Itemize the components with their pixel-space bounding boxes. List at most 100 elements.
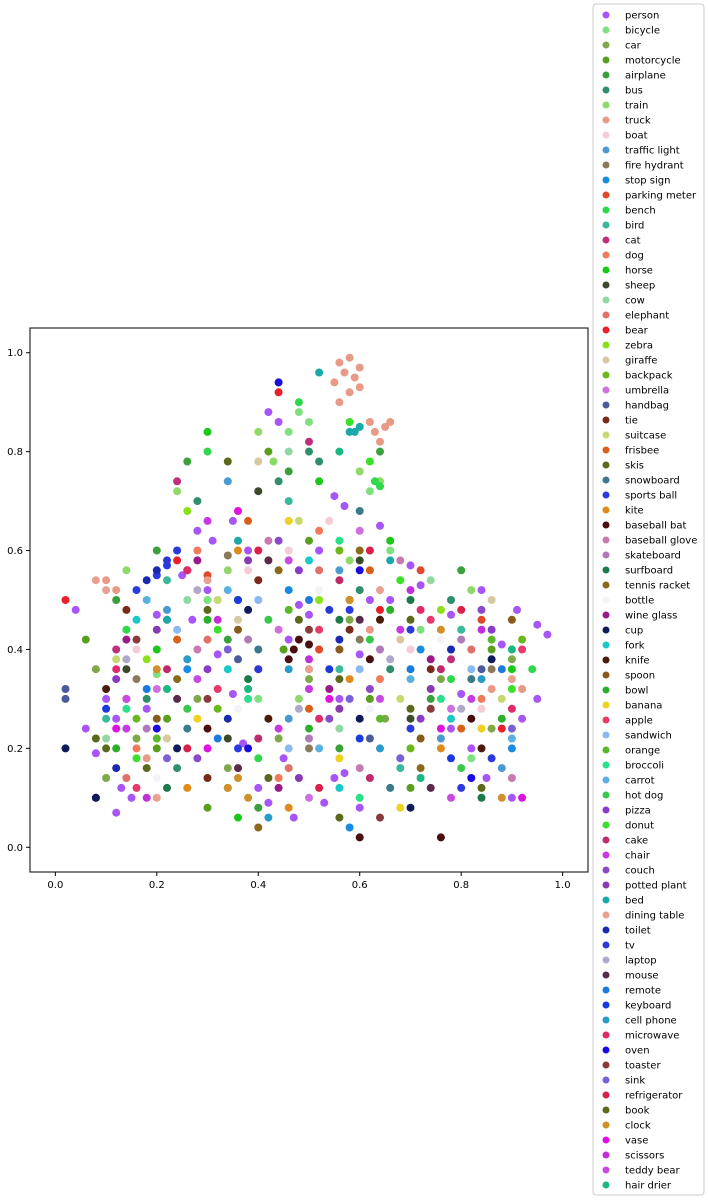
data-point bbox=[122, 635, 131, 644]
data-point bbox=[183, 665, 192, 674]
data-point bbox=[112, 764, 121, 773]
data-point bbox=[426, 783, 435, 792]
data-point bbox=[487, 665, 496, 674]
legend-marker bbox=[602, 566, 610, 574]
data-point bbox=[305, 640, 313, 649]
legend-label: bottle bbox=[625, 596, 654, 607]
legend-label: skateboard bbox=[625, 551, 681, 562]
data-point bbox=[355, 363, 364, 372]
legend-item: laptop bbox=[602, 956, 657, 967]
data-point bbox=[376, 482, 384, 491]
legend-item: person bbox=[602, 11, 659, 22]
data-point bbox=[487, 685, 496, 693]
series-keyboard bbox=[102, 596, 455, 763]
data-point bbox=[467, 645, 476, 654]
data-point bbox=[234, 774, 242, 782]
legend-label: suitcase bbox=[625, 431, 666, 442]
data-point bbox=[518, 685, 527, 693]
data-point bbox=[152, 724, 161, 733]
data-point bbox=[447, 610, 455, 619]
legend-marker bbox=[602, 1091, 610, 1099]
data-point bbox=[91, 576, 100, 585]
legend-label: laptop bbox=[625, 956, 657, 967]
data-point bbox=[436, 605, 445, 614]
series-tennis-racket bbox=[173, 546, 425, 832]
data-point bbox=[386, 536, 395, 545]
data-point bbox=[507, 774, 516, 782]
data-point bbox=[193, 526, 202, 535]
legend-item: broccoli bbox=[602, 761, 664, 772]
data-point bbox=[467, 774, 476, 782]
data-point bbox=[355, 383, 364, 392]
data-point bbox=[152, 645, 161, 654]
legend-label: teddy bear bbox=[625, 1166, 680, 1177]
data-point bbox=[223, 714, 232, 723]
series-bear bbox=[61, 388, 506, 733]
data-point bbox=[305, 665, 313, 674]
data-point bbox=[426, 704, 435, 713]
legend-label: potted plant bbox=[625, 881, 687, 892]
data-point bbox=[102, 704, 111, 713]
data-point bbox=[355, 546, 364, 555]
data-point bbox=[345, 615, 354, 624]
legend-label: toaster bbox=[625, 1061, 661, 1072]
data-point bbox=[477, 724, 486, 733]
data-point bbox=[193, 694, 202, 703]
legend-item: spoon bbox=[602, 671, 655, 682]
data-point bbox=[406, 675, 415, 684]
data-point bbox=[173, 675, 182, 684]
legend-item: microwave bbox=[602, 1031, 679, 1042]
data-point bbox=[355, 665, 364, 674]
data-point bbox=[173, 625, 182, 634]
data-point bbox=[513, 605, 521, 614]
data-point bbox=[436, 675, 445, 684]
data-point bbox=[396, 764, 405, 773]
data-point bbox=[183, 507, 192, 515]
legend-marker bbox=[602, 956, 610, 964]
data-point bbox=[223, 477, 232, 486]
legend-item: toaster bbox=[602, 1061, 661, 1072]
legend-marker bbox=[602, 1106, 610, 1114]
series-tv bbox=[163, 546, 496, 763]
data-point bbox=[112, 744, 121, 753]
legend-marker bbox=[602, 311, 610, 319]
data-point bbox=[203, 596, 212, 604]
data-point bbox=[345, 823, 354, 832]
legend-marker bbox=[602, 881, 610, 889]
data-point bbox=[477, 615, 486, 624]
legend-label: pizza bbox=[625, 806, 651, 817]
data-point bbox=[416, 566, 425, 575]
data-point bbox=[396, 694, 405, 703]
data-point bbox=[376, 645, 384, 654]
data-point bbox=[467, 714, 476, 723]
series-backpack bbox=[132, 546, 527, 753]
data-point bbox=[173, 556, 182, 565]
data-point bbox=[274, 783, 283, 792]
legend-marker bbox=[602, 146, 610, 154]
data-point bbox=[477, 704, 486, 713]
legend-label: skis bbox=[625, 461, 644, 472]
data-point bbox=[447, 645, 455, 654]
data-point bbox=[335, 358, 344, 367]
data-point bbox=[244, 744, 253, 753]
data-point bbox=[365, 596, 374, 604]
data-point bbox=[183, 783, 192, 792]
series-donut bbox=[132, 418, 516, 763]
data-point bbox=[122, 566, 131, 575]
data-point bbox=[315, 586, 324, 595]
data-point bbox=[152, 610, 161, 619]
data-point bbox=[122, 625, 131, 634]
data-point bbox=[284, 467, 293, 476]
data-point bbox=[406, 625, 415, 634]
legend-marker bbox=[602, 401, 610, 409]
data-point bbox=[152, 685, 161, 693]
data-point bbox=[305, 704, 313, 713]
data-point bbox=[213, 734, 222, 743]
legend-label: toilet bbox=[625, 926, 651, 937]
data-point bbox=[355, 526, 364, 535]
series-umbrella bbox=[152, 526, 455, 802]
legend-item: bird bbox=[602, 221, 644, 232]
axes: 0.0 0.2 0.4 0.6 0.8 1.0 0.0 0.2 0.4 0.6 0.8 1.0 bbox=[7, 327, 589, 891]
data-point bbox=[223, 783, 232, 792]
data-point bbox=[305, 447, 313, 456]
